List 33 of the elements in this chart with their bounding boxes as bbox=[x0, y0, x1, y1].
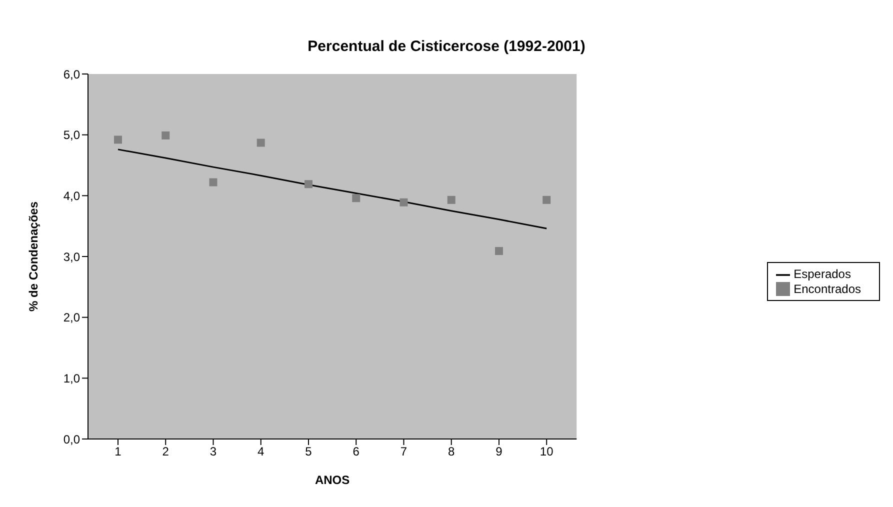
point bbox=[114, 136, 122, 144]
x-tick-label: 3 bbox=[210, 444, 217, 459]
x-axis-title: ANOS bbox=[314, 473, 350, 487]
x-tick-label: 2 bbox=[162, 444, 170, 459]
x-tick-label: 8 bbox=[448, 444, 456, 459]
line-series bbox=[117, 148, 548, 230]
chart-title: Percentual de Cisticercose (1992-2001) bbox=[306, 37, 586, 57]
point bbox=[400, 198, 408, 206]
x-tick-label: 5 bbox=[305, 444, 312, 459]
y-tick-label: 0,0 bbox=[63, 432, 80, 446]
point bbox=[209, 178, 218, 186]
point bbox=[162, 131, 170, 140]
y-axis-title: % de Condenações bbox=[26, 201, 40, 312]
point bbox=[352, 194, 360, 202]
x-tick-label: 6 bbox=[352, 444, 360, 459]
y-tick-label: 6,0 bbox=[63, 67, 80, 82]
x-tick-label: 7 bbox=[400, 444, 408, 459]
point bbox=[256, 138, 265, 147]
x-tick-label: 1 bbox=[114, 444, 122, 459]
y-tick-label: 2,0 bbox=[63, 310, 80, 325]
point bbox=[447, 196, 456, 204]
x-tick-label: 9 bbox=[496, 444, 503, 459]
y-tick-label: 1,0 bbox=[63, 371, 80, 386]
x-tick-label: 4 bbox=[258, 444, 265, 459]
legend-label: Esperados bbox=[794, 266, 851, 281]
point bbox=[542, 196, 551, 204]
legend-label: Encontrados bbox=[794, 282, 861, 296]
y-tick-label: 4,0 bbox=[63, 188, 80, 203]
x-tick-label: 10 bbox=[540, 444, 554, 459]
y-tick-label: 5,0 bbox=[63, 128, 80, 142]
point bbox=[304, 180, 312, 188]
point bbox=[494, 247, 503, 256]
y-tick-label: 3,0 bbox=[63, 250, 80, 264]
